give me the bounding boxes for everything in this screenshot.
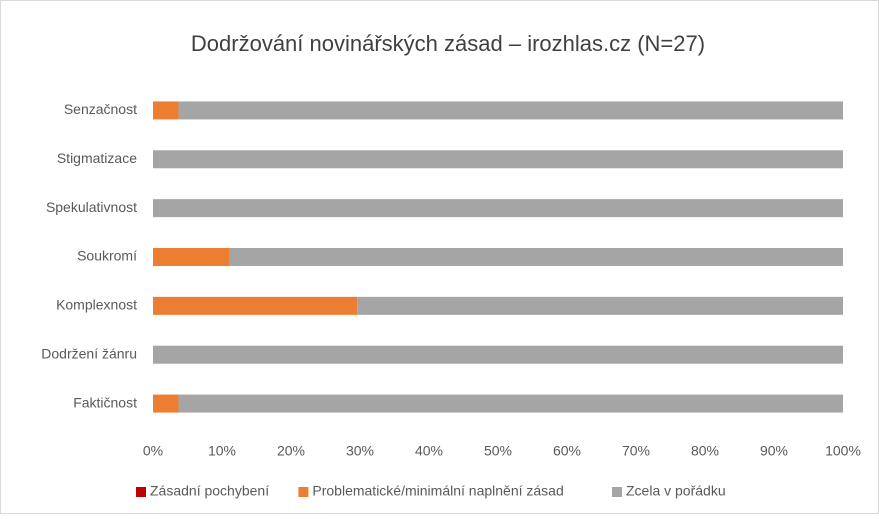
x-tick-label: 20% <box>277 443 305 459</box>
y-tick-label: Faktičnost <box>73 394 137 410</box>
bar-segment <box>153 199 843 218</box>
y-tick-label: Senzačnost <box>64 101 137 117</box>
bar-segment <box>153 248 230 266</box>
legend-label: Zcela v pořádku <box>626 483 726 499</box>
x-tick-label: 50% <box>484 443 512 459</box>
x-tick-label: 40% <box>415 443 443 459</box>
y-tick-label: Dodržení žánru <box>41 345 137 361</box>
bar-segment <box>357 296 843 315</box>
bar-segment <box>153 101 179 120</box>
x-tick-label: 10% <box>208 443 236 459</box>
legend-swatch <box>612 487 622 497</box>
bar-segment <box>153 296 358 315</box>
x-tick-label: 0% <box>143 443 163 459</box>
legend-label: Problematické/minimální naplnění zásad <box>312 483 563 499</box>
bar-segment <box>178 101 843 120</box>
x-tick-label: 80% <box>691 443 719 459</box>
y-tick-label: Stigmatizace <box>57 150 137 166</box>
x-tick-label: 70% <box>622 443 650 459</box>
y-tick-label: Komplexnost <box>56 297 137 313</box>
x-tick-label: 100% <box>825 443 861 459</box>
bar-segment <box>153 345 843 364</box>
bar-segment <box>178 394 843 413</box>
legend-swatch <box>136 487 146 497</box>
y-tick-label: Soukromí <box>77 248 137 264</box>
y-tick-label: Spekulativnost <box>46 199 137 215</box>
x-tick-label: 90% <box>760 443 788 459</box>
x-tick-label: 60% <box>553 443 581 459</box>
x-tick-label: 30% <box>346 443 374 459</box>
bar-segment <box>153 150 843 169</box>
bar-segment <box>153 394 179 413</box>
chart-title: Dodržování novinářských zásad – irozhlas… <box>191 31 705 56</box>
legend-swatch <box>298 487 309 497</box>
legend-label: Zásadní pochybení <box>150 483 269 499</box>
bar-segment <box>229 248 844 266</box>
